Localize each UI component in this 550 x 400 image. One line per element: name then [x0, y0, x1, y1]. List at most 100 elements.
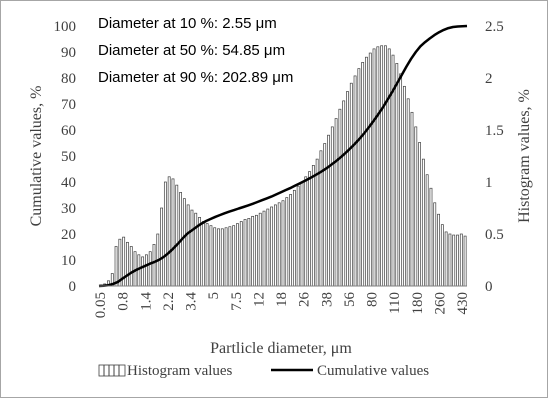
right-tick-label: 1.5 — [485, 123, 504, 139]
x-tick-label: 0.05 — [93, 292, 109, 318]
histogram-bar — [380, 45, 384, 287]
histogram-bar — [323, 143, 327, 287]
histogram-bar — [148, 251, 152, 287]
histogram-bar — [209, 225, 213, 287]
left-tick-label: 70 — [61, 97, 76, 113]
histogram-bar — [126, 241, 129, 287]
histogram-bar — [114, 246, 118, 287]
left-tick-label: 100 — [54, 19, 77, 35]
histogram-bar — [243, 219, 247, 287]
histogram-bar — [456, 234, 459, 287]
annotation-d10: Diameter at 10 %: 2.55 μm — [98, 15, 277, 32]
histogram-bar — [186, 204, 190, 287]
histogram-bar — [372, 48, 376, 287]
left-tick-label: 20 — [61, 227, 76, 243]
histogram-bar — [399, 73, 403, 287]
x-tick-label: 430 — [455, 292, 471, 315]
left-tick-label: 30 — [61, 201, 76, 217]
histogram-bar — [129, 246, 133, 287]
histogram-bar — [171, 178, 175, 287]
histogram-bar — [262, 210, 266, 287]
histogram-bar — [334, 118, 338, 287]
histogram-bar — [198, 217, 201, 287]
histogram-bar — [338, 108, 342, 287]
histogram-bar — [296, 185, 300, 287]
histogram-bar — [251, 215, 255, 287]
histogram-bar — [349, 82, 353, 287]
histogram-bar — [274, 204, 277, 287]
x-tick-label: 1.4 — [138, 292, 154, 311]
histogram-bar — [292, 189, 296, 287]
histogram-bar — [141, 256, 145, 287]
legend-cumulative-label: Cumulative values — [317, 363, 429, 379]
histogram-bar — [444, 231, 448, 287]
histogram-bar — [213, 227, 217, 287]
histogram-bar — [414, 126, 418, 287]
x-tick-label: 26 — [297, 292, 313, 308]
histogram-bar — [308, 171, 311, 287]
x-tick-label: 260 — [432, 292, 448, 315]
histogram-bar — [421, 158, 425, 287]
histogram-bar — [236, 223, 239, 287]
histogram-bar — [387, 48, 391, 287]
histogram-bar — [365, 56, 368, 287]
x-tick-label: 38 — [319, 292, 335, 307]
plot-area — [98, 24, 468, 288]
histogram-bar — [440, 224, 444, 287]
annotations: Diameter at 10 %: 2.55 μm Diameter at 50… — [98, 15, 293, 86]
histogram-bar — [406, 98, 410, 287]
histogram-bar — [289, 194, 292, 287]
histogram-bar — [239, 221, 243, 287]
histogram-bar — [277, 202, 281, 287]
x-tick-label: 80 — [365, 292, 381, 307]
histogram-bar — [175, 184, 179, 287]
x-tick-label: 3.4 — [184, 292, 200, 311]
histogram-bar — [258, 212, 262, 287]
left-tick-label: 50 — [61, 149, 76, 165]
histogram-bar — [145, 254, 148, 287]
x-tick-label: 180 — [410, 292, 426, 315]
histogram-bar — [452, 234, 456, 287]
histogram-bar — [220, 228, 224, 287]
histogram-bar — [270, 206, 274, 287]
histogram-bar — [376, 46, 380, 287]
histogram-bar — [330, 126, 334, 287]
right-tick-label: 2.5 — [485, 19, 504, 35]
histogram-bar — [459, 233, 463, 287]
histogram-bar — [266, 208, 270, 287]
y-axis-left-label: Cumulative values, % — [28, 86, 45, 227]
legend: Histogram values Cumulative values — [98, 363, 429, 379]
histogram-bar — [190, 209, 194, 287]
histogram-bar — [281, 200, 285, 287]
histogram-bar — [232, 225, 236, 287]
histogram-bar — [152, 244, 156, 287]
histogram-bar — [402, 85, 406, 287]
histogram-bar — [255, 214, 258, 287]
histogram-bar — [163, 181, 167, 287]
right-tick-label: 0.5 — [485, 227, 504, 243]
histogram-bar — [205, 223, 209, 287]
histogram-bar — [285, 197, 289, 287]
histogram-bar — [361, 62, 365, 287]
histogram-bar — [353, 75, 357, 287]
histogram-bar — [194, 212, 198, 287]
right-tick-label: 0 — [485, 279, 493, 295]
x-tick-labels: 0.05 0.8 1.4 2.2 3.4 5 7.5 12 18 26 38 56 80 110 180 26… — [93, 292, 471, 319]
x-tick-label: 0.8 — [116, 292, 132, 311]
x-tick-label: 110 — [387, 292, 403, 314]
histogram-bar — [425, 174, 429, 287]
y-axis-right-label: Histogram values, % — [516, 89, 533, 223]
histogram-bar — [247, 218, 251, 287]
x-tick-label: 56 — [342, 292, 358, 308]
right-tick-label: 1 — [485, 175, 493, 191]
histogram-bar — [429, 187, 433, 287]
x-tick-label: 2.2 — [161, 292, 177, 311]
histogram-bar — [182, 198, 186, 287]
histogram-bar — [228, 226, 232, 287]
legend-histogram-swatch — [98, 364, 126, 377]
right-tick-label: 2 — [485, 71, 493, 87]
histogram-bar — [410, 111, 414, 287]
histogram-bar — [311, 165, 315, 287]
